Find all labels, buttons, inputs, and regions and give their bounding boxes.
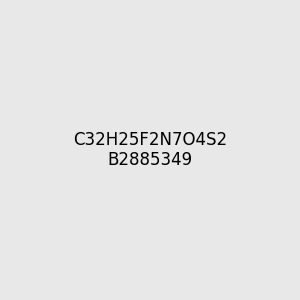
Text: C32H25F2N7O4S2
B2885349: C32H25F2N7O4S2 B2885349: [73, 130, 227, 170]
